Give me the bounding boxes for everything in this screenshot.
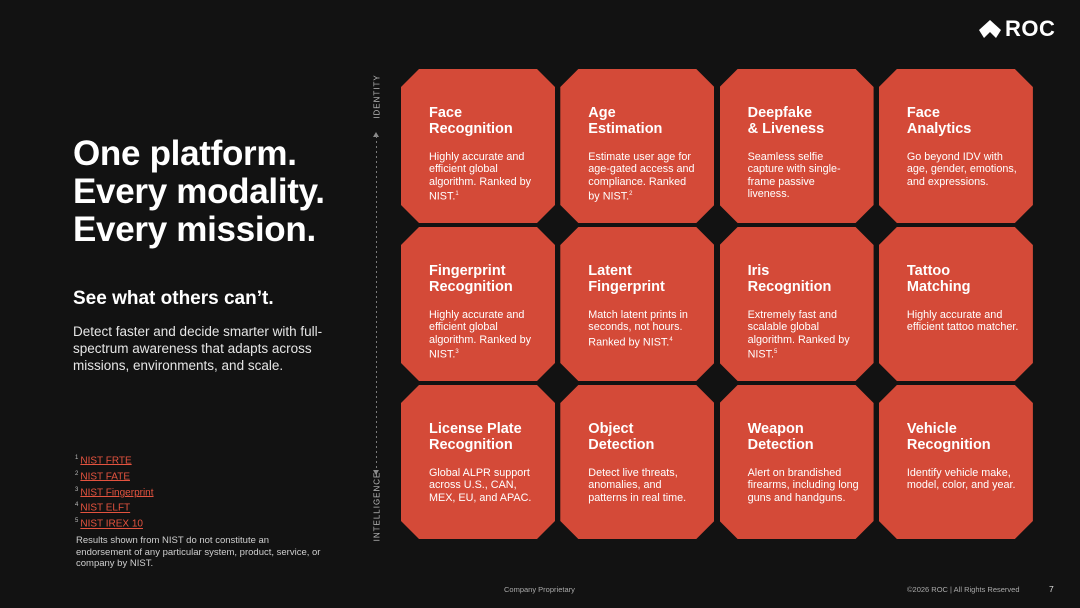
modality-card: Age Estimation Estimate user age for age-… (560, 69, 714, 223)
card-description: Highly accurate and efficient global alg… (429, 151, 541, 203)
card-description: Highly accurate and efficient tattoo mat… (907, 309, 1019, 334)
card-description-text: Identify vehicle make, model, color, and… (906, 467, 1016, 492)
card-title: Iris Recognition (747, 263, 832, 295)
card-title: Latent Fingerprint (588, 263, 665, 295)
axis-arrow-down-icon (373, 470, 379, 475)
card-description-text: Alert on brandished firearms, including … (747, 467, 859, 504)
card-description: Identify vehicle make, model, color, and… (907, 467, 1019, 492)
card-title: License Plate Recognition (429, 421, 522, 453)
card-description: Go beyond IDV with age, gender, emotions… (907, 151, 1019, 188)
card-footnote-ref: 4 (669, 336, 673, 343)
card-title: Tattoo Matching (906, 263, 971, 295)
card-description: Detect live threats, anomalies, and patt… (588, 467, 700, 504)
card-footnote-ref: 1 (455, 190, 459, 197)
card-description: Global ALPR support across U.S., CAN, ME… (429, 467, 541, 504)
modality-card: Face Recognition Highly accurate and effi… (401, 69, 555, 223)
logo-text: ROC (1005, 16, 1056, 41)
headline-line-2: Every modality. (73, 172, 325, 211)
card-title: Age Estimation (588, 105, 663, 137)
card-title: Face Recognition (429, 105, 513, 137)
card-description-text: Go beyond IDV with age, gender, emotions… (906, 151, 1017, 188)
modality-card: Latent Fingerprint Match latent prints in… (560, 227, 714, 381)
card-description-text: Estimate user age for age-gated access a… (588, 151, 695, 203)
card-footnote-ref: 3 (455, 348, 459, 355)
card-description-text: Highly accurate and efficient global alg… (429, 151, 532, 203)
footnote-item: 5 NIST IREX 10 (75, 515, 154, 531)
axis-dashed-line (376, 136, 377, 472)
headline-line-1: One platform. (73, 134, 297, 173)
footnote-number: 1 (75, 455, 79, 461)
footnote-number: 3 (75, 486, 79, 493)
card-footnote-ref: 2 (629, 190, 633, 197)
footer-proprietary: Company Proprietary (504, 585, 575, 594)
roc-logo-icon (979, 20, 1001, 38)
axis-label-intelligence: INTELLIGENCE (372, 471, 382, 542)
card-footnote-ref: 5 (774, 348, 778, 355)
footer-copyright: ©2026 ROC | All Rights Reserved (907, 585, 1020, 594)
modality-card: Face Analytics Go beyond IDV with age, ge… (879, 69, 1033, 223)
footnote-number: 5 (75, 518, 79, 525)
modality-card: Iris Recognition Extremely fast and scala… (720, 227, 874, 381)
card-title: Deepfake & Liveness (747, 105, 825, 137)
footnote-link[interactable]: NIST Fingerprint (80, 486, 154, 498)
headline: One platform. Every modality. Every miss… (73, 135, 325, 249)
footnote-item: 3 NIST Fingerprint (75, 484, 154, 500)
card-description: Highly accurate and efficient global alg… (429, 309, 541, 361)
card-description: Seamless selfie capture with single-fram… (748, 151, 860, 200)
card-description-text: Highly accurate and efficient global alg… (429, 309, 532, 361)
modality-card: License Plate Recognition Global ALPR sup… (401, 385, 555, 539)
footnote-link[interactable]: NIST FATE (80, 471, 130, 483)
card-description: Extremely fast and scalable global algor… (748, 309, 860, 361)
modality-card: Vehicle Recognition Identify vehicle make… (879, 385, 1033, 539)
card-title: Weapon Detection (747, 421, 814, 453)
body-text: Detect faster and decide smarter with fu… (73, 324, 323, 373)
footnote-list: 1 NIST FRTE 2 NIST FATE 3 NIST Fingerprint 4 NI… (75, 452, 154, 531)
axis-label-identity: IDENTITY (372, 74, 382, 119)
footnote-link[interactable]: NIST ELFT (80, 502, 131, 514)
modality-card: Tattoo Matching Highly accurate and effic… (879, 227, 1033, 381)
identity-intelligence-axis: IDENTITY INTELLIGENCE (364, 72, 390, 541)
footnote-link[interactable]: NIST FRTE (80, 455, 132, 467)
card-description-text: Detect live threats, anomalies, and patt… (588, 467, 687, 504)
card-description-text: Highly accurate and efficient tattoo mat… (906, 309, 1019, 334)
modality-card: Deepfake & Liveness Seamless selfie captu… (720, 69, 874, 223)
footnote-item: 1 NIST FRTE (75, 452, 154, 468)
modality-grid: Face Recognition Highly accurate and effi… (401, 69, 1033, 539)
modality-card: Object Detection Detect live threats, ano… (560, 385, 714, 539)
roc-logo: ROC (978, 18, 1055, 40)
modality-card: Fingerprint Recognition Highly accurate a… (401, 227, 555, 381)
card-description-text: Match latent prints in seconds, not hour… (588, 309, 688, 349)
card-description-text: Seamless selfie capture with single-fram… (747, 151, 841, 200)
card-description: Estimate user age for age-gated access a… (588, 151, 700, 203)
footnote-item: 4 NIST ELFT (75, 499, 154, 515)
card-title: Face Analytics (906, 105, 972, 137)
headline-line-3: Every mission. (73, 210, 316, 249)
modality-card: Weapon Detection Alert on brandished fire… (720, 385, 874, 539)
axis-arrow-up-icon (373, 132, 379, 137)
card-description-text: Extremely fast and scalable global algor… (747, 309, 850, 361)
subheading: See what others can’t. (73, 288, 274, 309)
card-description: Alert on brandished firearms, including … (748, 467, 860, 504)
card-description: Match latent prints in seconds, not hour… (588, 309, 700, 348)
card-title: Vehicle Recognition (906, 421, 991, 453)
footnote-item: 2 NIST FATE (75, 468, 154, 484)
card-title: Fingerprint Recognition (429, 263, 513, 295)
footnote-link[interactable]: NIST IREX 10 (80, 518, 143, 530)
footnote-number: 2 (75, 470, 79, 477)
footnote-number: 4 (75, 502, 79, 509)
disclaimer: Results shown from NIST do not constitut… (76, 535, 321, 569)
card-description-text: Global ALPR support across U.S., CAN, ME… (429, 467, 532, 504)
card-title: Object Detection (588, 421, 655, 453)
page-number: 7 (1049, 584, 1054, 594)
